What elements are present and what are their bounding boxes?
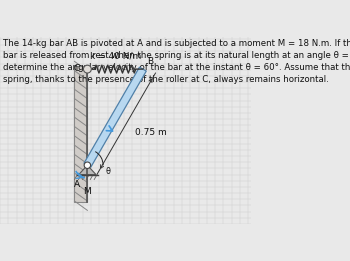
Text: A: A bbox=[74, 180, 80, 188]
Text: C: C bbox=[74, 64, 80, 73]
Polygon shape bbox=[84, 67, 146, 167]
Text: 0.75 m: 0.75 m bbox=[135, 128, 167, 137]
Text: M: M bbox=[84, 187, 91, 196]
Text: The 14-kg bar AB is pivoted at A and is subjected to a moment M = 18 N.m. If the: The 14-kg bar AB is pivoted at A and is … bbox=[3, 39, 350, 84]
Bar bbox=[75, 66, 88, 203]
Circle shape bbox=[84, 162, 91, 168]
Text: k = 40 N/m: k = 40 N/m bbox=[90, 51, 141, 61]
Circle shape bbox=[83, 65, 91, 73]
Text: θ: θ bbox=[105, 167, 110, 176]
Text: B: B bbox=[147, 57, 153, 66]
Polygon shape bbox=[79, 165, 96, 175]
